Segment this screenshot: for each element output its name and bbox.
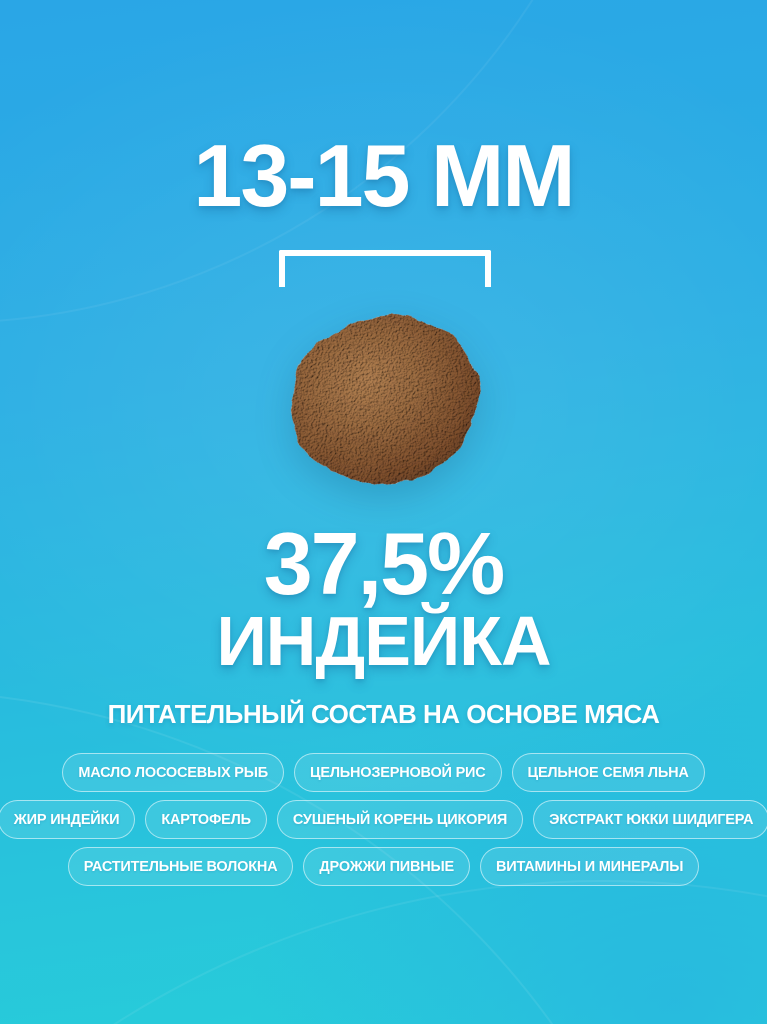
ingredient-row: МАСЛО ЛОСОСЕВЫХ РЫБ ЦЕЛЬНОЗЕРНОВОЙ РИС ЦЕЛ… — [62, 753, 705, 792]
ingredient-row: РАСТИТЕЛЬНЫЕ ВОЛОКНА ДРОЖЖИ ПИВНЫЕ ВИТАМИН… — [67, 847, 700, 886]
measurement-bracket — [279, 250, 491, 287]
ingredient-pill: ЖИР ИНДЕЙКИ — [0, 800, 136, 839]
ingredient-pill: ДРОЖЖИ ПИВНЫЕ — [303, 847, 471, 886]
ingredient-row: ЖИР ИНДЕЙКИ КАРТОФЕЛЬ СУШЕНЫЙ КОРЕНЬ ЦИКОР… — [0, 800, 767, 839]
ingredients-list: МАСЛО ЛОСОСЕВЫХ РЫБ ЦЕЛЬНОЗЕРНОВОЙ РИС ЦЕЛ… — [0, 753, 767, 886]
kibble-illustration — [290, 316, 480, 484]
ingredient-pill: МАСЛО ЛОСОСЕВЫХ РЫБ — [62, 753, 284, 792]
ingredient-pill: ВИТАМИНЫ И МИНЕРАЛЫ — [480, 847, 700, 886]
ingredient-pill: СУШЕНЫЙ КОРЕНЬ ЦИКОРИЯ — [276, 800, 524, 839]
ingredient-pill: ЭКСТРАКТ ЮККИ ШИДИГЕРА — [533, 800, 767, 839]
kibble-photo — [282, 300, 488, 500]
kibble-size-title: 13-15 ММ — [193, 126, 575, 225]
ingredient-pill: ЦЕЛЬНОЕ СЕМЯ ЛЬНА — [511, 753, 705, 792]
background-wave-arc — [0, 880, 767, 1024]
ingredient-pill: РАСТИТЕЛЬНЫЕ ВОЛОКНА — [67, 847, 294, 886]
percent-label: 37,5% — [263, 514, 506, 613]
composition-subtitle: ПИТАТЕЛЬНЫЙ СОСТАВ НА ОСНОВЕ МЯСА — [107, 699, 660, 729]
ingredient-pill: ЦЕЛЬНОЗЕРНОВОЙ РИС — [293, 753, 502, 792]
ingredient-pill: КАРТОФЕЛЬ — [145, 800, 267, 839]
main-ingredient-label: ИНДЕЙКА — [216, 602, 551, 680]
